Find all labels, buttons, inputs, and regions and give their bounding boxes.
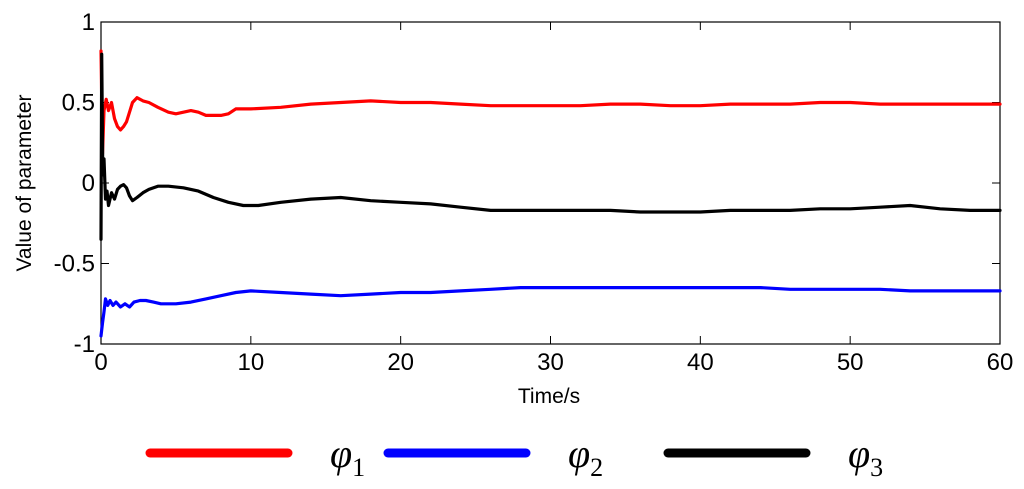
legend-symbol: φ [330,431,352,476]
legend-subscript: 2 [590,453,603,482]
legend-symbol: φ [848,431,870,476]
x-tick-label: 30 [537,349,564,376]
y-tick-label: -1 [74,331,95,358]
legend-label-phi1: φ1 [330,431,365,482]
legend-label-phi2: φ2 [568,431,603,482]
y-tick-label: 0.5 [62,90,95,117]
legend-label-phi3: φ3 [848,431,883,482]
y-tick-label: 1 [82,9,95,36]
x-axis-label: Time/s [518,385,580,408]
y-tick-label: 0 [82,170,95,197]
series-line-phi3 [99,52,1002,241]
legend: φ1 φ2 φ3 [145,431,883,482]
plot-area: 0 10 20 30 40 50 60 1 0.5 0 -0.5 -1 [54,9,1014,376]
legend-symbol: φ [568,431,590,476]
series-line-phi1 [99,49,1002,156]
legend-subscript: 1 [352,453,365,482]
series-line-phi2 [99,286,1002,338]
plot-frame [100,21,1001,345]
x-tick-label: 60 [987,349,1014,376]
x-tick-label: 20 [387,349,414,376]
x-tick-label: 40 [687,349,714,376]
legend-subscript: 3 [870,453,883,482]
y-axis-label: Value of parameter [13,94,36,271]
x-tick-label: 0 [94,349,107,376]
y-tick-label: -0.5 [54,251,95,278]
x-tick-label: 50 [837,349,864,376]
x-tick-label: 10 [237,349,264,376]
